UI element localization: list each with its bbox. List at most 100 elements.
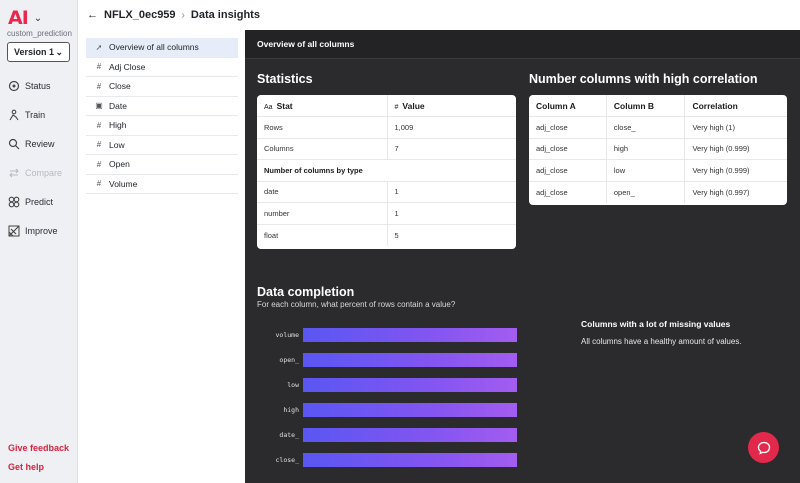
data-completion-title: Data completion bbox=[257, 285, 355, 299]
table-row: number 1 bbox=[257, 202, 516, 224]
number-icon: # bbox=[96, 81, 102, 91]
correlation-cell: Very high (0.999) bbox=[692, 165, 750, 175]
column-label: Low bbox=[109, 139, 125, 150]
number-icon: # bbox=[394, 103, 399, 111]
get-help-link[interactable]: Get help bbox=[8, 462, 45, 472]
column-a-cell: adj_close bbox=[529, 159, 607, 181]
nav-item-compare[interactable]: Compare bbox=[8, 167, 62, 179]
back-arrow-icon[interactable]: ← bbox=[87, 9, 98, 21]
statistics-table: Aa Stat # Value Rows 1,009 Columns 7 Numbe… bbox=[257, 95, 516, 246]
column-item-low[interactable]: # Low bbox=[86, 136, 238, 155]
app-logo-menu[interactable]: AI ⌄ bbox=[8, 7, 42, 29]
nav-item-predict[interactable]: Predict bbox=[8, 196, 53, 208]
data-completion-subtitle: For each column, what percent of rows co… bbox=[257, 300, 456, 309]
value-cell: 1 bbox=[394, 208, 399, 218]
bar-label: volume bbox=[275, 331, 299, 339]
missing-values-title: Columns with a lot of missing values bbox=[581, 319, 731, 329]
correlation-cell: Very high (0.997) bbox=[692, 187, 750, 197]
column-item-open[interactable]: # Open bbox=[86, 155, 238, 175]
nav-item-review[interactable]: Review bbox=[8, 138, 55, 150]
completion-bar bbox=[303, 428, 517, 442]
number-icon: # bbox=[96, 179, 102, 189]
completion-bar bbox=[303, 378, 517, 392]
table-row: Columns 7 bbox=[257, 138, 516, 160]
compare-icon bbox=[9, 168, 19, 178]
column-item-volume[interactable]: # Volume bbox=[86, 175, 238, 194]
nav-label: Improve bbox=[25, 226, 58, 236]
panel-title: Overview of all columns bbox=[245, 30, 800, 59]
stat-header: Aa Stat bbox=[257, 95, 388, 117]
chevron-down-icon: ⌄ bbox=[55, 46, 63, 57]
value-header: # Value bbox=[394, 100, 425, 111]
correlation-cell: Very high (0.999) bbox=[692, 144, 750, 154]
bar-label: open_ bbox=[279, 356, 299, 364]
review-icon bbox=[8, 138, 20, 150]
column-a-cell: adj_close bbox=[529, 138, 607, 160]
number-icon: # bbox=[96, 159, 102, 169]
column-label: Overview of all columns bbox=[109, 42, 199, 53]
table-row: float 5 bbox=[257, 224, 516, 246]
column-b-cell: high bbox=[606, 138, 686, 160]
completion-bar bbox=[303, 328, 517, 342]
bar-label: close_ bbox=[275, 456, 299, 464]
bar-label: date_ bbox=[279, 431, 299, 439]
version-select[interactable]: Version 1 ⌄ bbox=[7, 42, 70, 62]
status-icon bbox=[8, 80, 20, 92]
give-feedback-link[interactable]: Give feedback bbox=[8, 443, 70, 453]
text-type-icon: Aa bbox=[264, 103, 273, 111]
table-row: adj_close high Very high (0.999) bbox=[529, 138, 787, 160]
stat-cell: date bbox=[257, 181, 388, 203]
types-subheading-row: Number of columns by type bbox=[257, 160, 516, 181]
nav-label: Predict bbox=[25, 197, 54, 207]
column-a-header: Column A bbox=[529, 95, 607, 117]
column-b-cell: close_ bbox=[606, 116, 686, 138]
column-b-cell: open_ bbox=[606, 181, 686, 203]
chevron-down-icon: ⌄ bbox=[33, 12, 43, 24]
calendar-icon: ▣ bbox=[95, 101, 103, 111]
completion-bar bbox=[303, 453, 517, 467]
breadcrumb-dataset[interactable]: NFLX_0ec959 bbox=[104, 9, 176, 21]
trend-icon: ➚ bbox=[95, 42, 103, 52]
stat-cell: float bbox=[257, 224, 388, 246]
value-cell: 7 bbox=[394, 144, 399, 154]
predict-icon bbox=[8, 196, 20, 208]
column-a-cell: adj_close bbox=[529, 181, 607, 203]
statistics-card: Aa Stat # Value Rows 1,009 Columns 7 Numbe… bbox=[257, 95, 516, 249]
column-label: Open bbox=[109, 159, 130, 170]
column-label: Volume bbox=[109, 178, 138, 189]
number-icon: # bbox=[96, 120, 102, 130]
correlation-title: Number columns with high correlation bbox=[529, 72, 758, 86]
nav-item-status[interactable]: Status bbox=[8, 80, 51, 92]
train-icon bbox=[9, 109, 19, 121]
table-row: adj_close open_ Very high (0.997) bbox=[529, 181, 787, 203]
column-label: Adj Close bbox=[109, 61, 146, 72]
bar-label: high bbox=[283, 406, 299, 414]
bar-label: low bbox=[287, 381, 299, 389]
nav-item-train[interactable]: Train bbox=[8, 109, 45, 121]
page-header: ← NFLX_0ec959 › Data insights bbox=[78, 0, 800, 30]
column-b-cell: low bbox=[606, 159, 686, 181]
column-item-date[interactable]: ▣ Date bbox=[86, 97, 238, 116]
table-header-row: Aa Stat # Value bbox=[257, 95, 516, 117]
nav-item-improve[interactable]: Improve bbox=[8, 225, 58, 237]
correlation-card: Column A Column B Correlation adj_close … bbox=[529, 95, 787, 205]
column-item-high[interactable]: # High bbox=[86, 116, 238, 136]
correlation-cell: Very high (1) bbox=[692, 122, 735, 132]
table-row: adj_close low Very high (0.999) bbox=[529, 159, 787, 181]
value-cell: 5 bbox=[394, 230, 399, 240]
value-cell: 1 bbox=[394, 187, 399, 197]
column-label: Date bbox=[109, 100, 127, 111]
column-item-close[interactable]: # Close bbox=[86, 77, 238, 97]
statistics-title: Statistics bbox=[257, 72, 313, 86]
table-row: adj_close close_ Very high (1) bbox=[529, 116, 787, 138]
insights-panel: Overview of all columns Statistics Aa Sta… bbox=[245, 30, 800, 483]
column-b-header: Column B bbox=[606, 95, 686, 117]
table-row: Rows 1,009 bbox=[257, 116, 516, 138]
stat-cell: number bbox=[257, 202, 388, 224]
version-label: Version 1 bbox=[14, 47, 55, 57]
column-item-overview[interactable]: ➚ Overview of all columns bbox=[86, 38, 238, 58]
page-title: Data insights bbox=[190, 9, 260, 21]
number-icon: # bbox=[96, 140, 102, 150]
chat-help-button[interactable] bbox=[748, 432, 779, 463]
column-item-adj-close[interactable]: # Adj Close bbox=[86, 58, 238, 77]
